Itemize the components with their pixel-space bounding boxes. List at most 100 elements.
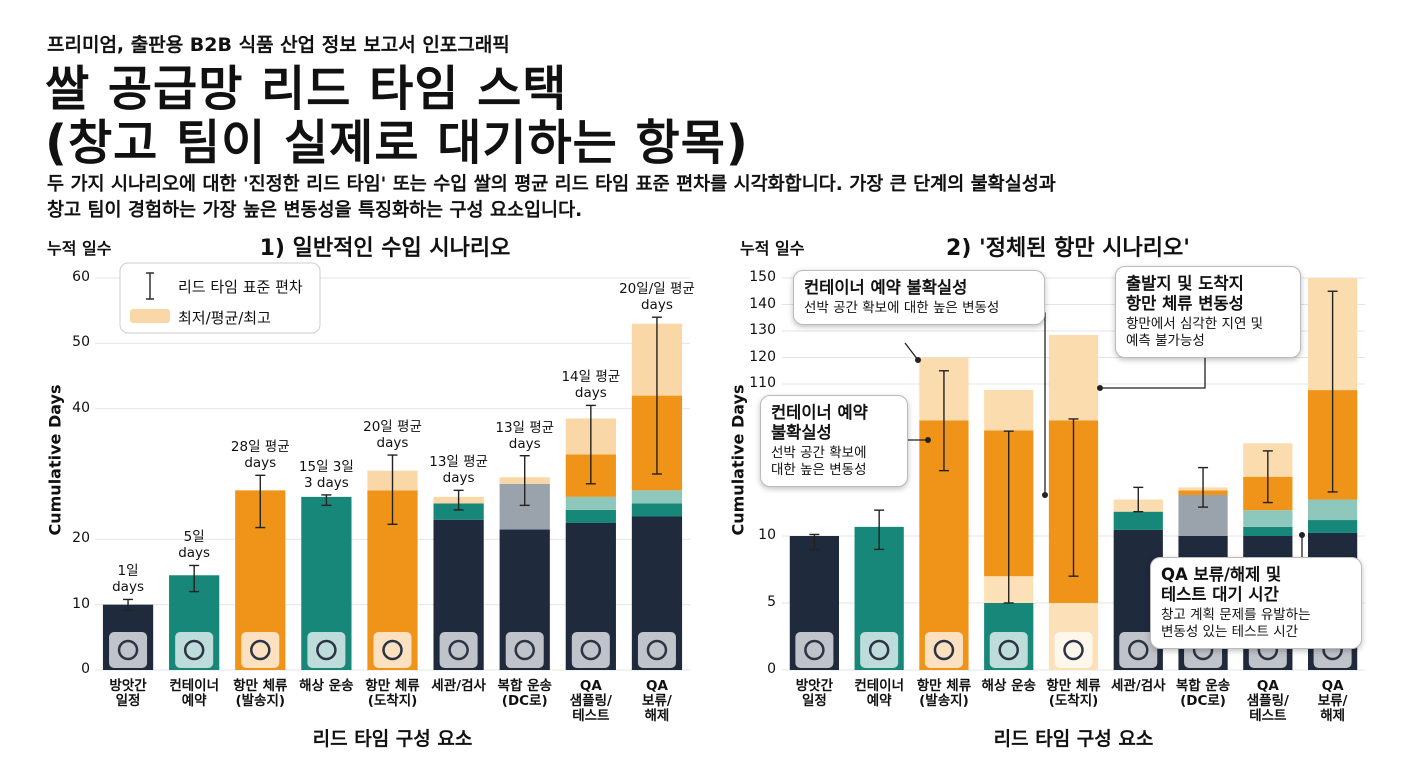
icon-tile (571, 632, 610, 668)
y-tick-label: 120 (749, 348, 776, 365)
bar-segment (631, 490, 683, 504)
annotation: 컨테이너 예약 불확실성 선박 공간 확보에 대한 높은 변동성 (760, 395, 908, 487)
icon-tile (1119, 632, 1158, 668)
icon-tile (241, 632, 280, 668)
y-tick-label: 50 (72, 334, 90, 351)
y-axis-top-label: 누적 일수 (47, 239, 112, 258)
x-tick-label: 방앗간 일정 (795, 678, 834, 709)
icon-tile (1054, 632, 1093, 668)
bar-segment (1048, 334, 1099, 421)
x-tick-label: 방앗간 일정 (109, 678, 147, 709)
icon (998, 639, 1019, 661)
y-tick-label: 40 (72, 399, 90, 416)
icon-tile (860, 632, 899, 668)
y-tick-label: 10 (72, 595, 90, 612)
leader-dot (1042, 492, 1048, 498)
x-tick-label: 항만 체류 (도착지) (365, 678, 420, 709)
annotation-text: 선박 공간 확보에 대한 높은 변동성 (771, 445, 867, 478)
legend-swatch (130, 309, 170, 323)
bar-label: 13일 평균 days (495, 419, 555, 452)
icon-tile (505, 632, 544, 668)
icon (448, 639, 469, 661)
y-tick-label: 5 (767, 594, 776, 610)
leader-dot (915, 357, 921, 363)
annotation: QA 보류/해제 및 테스트 대기 시간 창고 계획 문제를 유발하는 변동성 있… (1150, 557, 1362, 649)
x-tick-label: 항만 체류 (발송지) (233, 678, 288, 709)
legend-label: 최저/평균/최고 (178, 309, 271, 327)
bar-segment (1243, 526, 1293, 536)
icon (514, 639, 535, 661)
leader-line (1100, 358, 1206, 389)
chart-title: 2) '정체된 항만 시나리오' (946, 236, 1190, 261)
y-tick-label: 10 (758, 527, 776, 543)
bar-label: 1일 days (112, 563, 144, 596)
y-axis-top-label: 누적 일수 (740, 239, 805, 258)
annotation-text: 창고 계획 문제를 유발하는 변동성 있는 테스트 시간 (1161, 607, 1311, 640)
icon (804, 639, 825, 661)
icon-tile (175, 632, 214, 668)
icon (1063, 639, 1084, 661)
x-tick-label: 복합 운송 (DC로) (497, 678, 552, 709)
bar-segment (631, 503, 683, 517)
bar-label: 14일 평균 days (561, 369, 621, 402)
icon-tile (989, 632, 1028, 668)
y-tick-label: 150 (749, 269, 776, 285)
icon (1128, 639, 1149, 661)
icon-tile (109, 632, 148, 668)
bar-segment (433, 503, 484, 520)
x-tick-label: 세관/검사 (1110, 678, 1166, 694)
bar-segment (1307, 520, 1358, 533)
icon-tile (924, 632, 963, 668)
legend-label: 리드 타임 표준 편차 (178, 278, 303, 296)
bar-segment (1113, 511, 1163, 530)
icon-tile (307, 632, 346, 668)
y-tick-label: 140 (749, 295, 776, 312)
bar-label: 15일 3일 3 days (298, 458, 354, 491)
bar-segment (1243, 510, 1293, 527)
icon (250, 639, 271, 661)
bar-label: 5일 days (178, 529, 211, 562)
x-tick-label: QA 샘플링/ 테스트 (569, 678, 612, 724)
y-tick-label: 0 (767, 661, 776, 677)
icon-tile (795, 632, 834, 668)
x-axis-label: 리드 타임 구성 요소 (993, 728, 1154, 750)
icon (183, 639, 205, 661)
kicker: 프리미엄, 출판용 B2B 식품 산업 정보 보고서 인포그래픽 (47, 34, 510, 56)
annotation-text: 항만에서 심각한 지연 및 예측 불가능성 (1126, 316, 1264, 349)
annotation-text: 선박 공간 확보에 대한 높은 변동성 (804, 300, 1000, 316)
leader-dot (1097, 385, 1103, 391)
x-tick-label: 컨테이너 예약 (169, 678, 219, 709)
icon (117, 639, 139, 661)
annotation-title: 컨테이너 예약 불확실성 (804, 278, 968, 297)
subtitle: 두 가지 시나리오에 대한 '진정한 리드 타임' 또는 수입 쌀의 평균 리드… (47, 174, 1056, 221)
bar-segment (565, 509, 616, 523)
leader-dot (1299, 532, 1305, 538)
x-tick-label: 항만 체류 (발송지) (916, 678, 972, 709)
icon (382, 639, 403, 661)
leader-line (904, 342, 919, 361)
bar-label: 13일 평균 days (429, 454, 488, 487)
chart-title: 1) 일반적인 수입 시나리오 (259, 236, 511, 261)
bar-label: 20일/일 평균 days (619, 281, 695, 314)
x-tick-label: QA 샘플링/ 테스트 (1246, 678, 1289, 724)
y-tick-label: 110 (749, 375, 776, 391)
icon (868, 639, 890, 661)
bar-segment (565, 496, 616, 510)
x-tick-label: QA 보류/ 해제 (642, 678, 672, 724)
annotation-title: 출발지 및 도착지 항만 체류 변동성 (1126, 274, 1244, 313)
y-axis-label: Cumulative Days (728, 384, 748, 536)
annotation-title: 컨테이너 예약 불확실성 (771, 403, 868, 442)
x-tick-label: 해상 운송 (981, 678, 1036, 694)
bar-segment (984, 390, 1034, 431)
bar-label: 20일 평균 days (363, 419, 422, 452)
x-axis-label: 리드 타임 구성 요소 (312, 728, 473, 750)
x-tick-label: QA 보류/ 해제 (1317, 678, 1348, 724)
icon-tile (373, 632, 412, 668)
annotation: 출발지 및 도착지 항만 체류 변동성 항만에서 심각한 지연 및 예측 불가능성 (1115, 266, 1301, 358)
icon (646, 639, 668, 661)
x-tick-label: 항만 체류 (도착지) (1046, 678, 1101, 709)
x-tick-label: 세관/검사 (431, 678, 486, 694)
